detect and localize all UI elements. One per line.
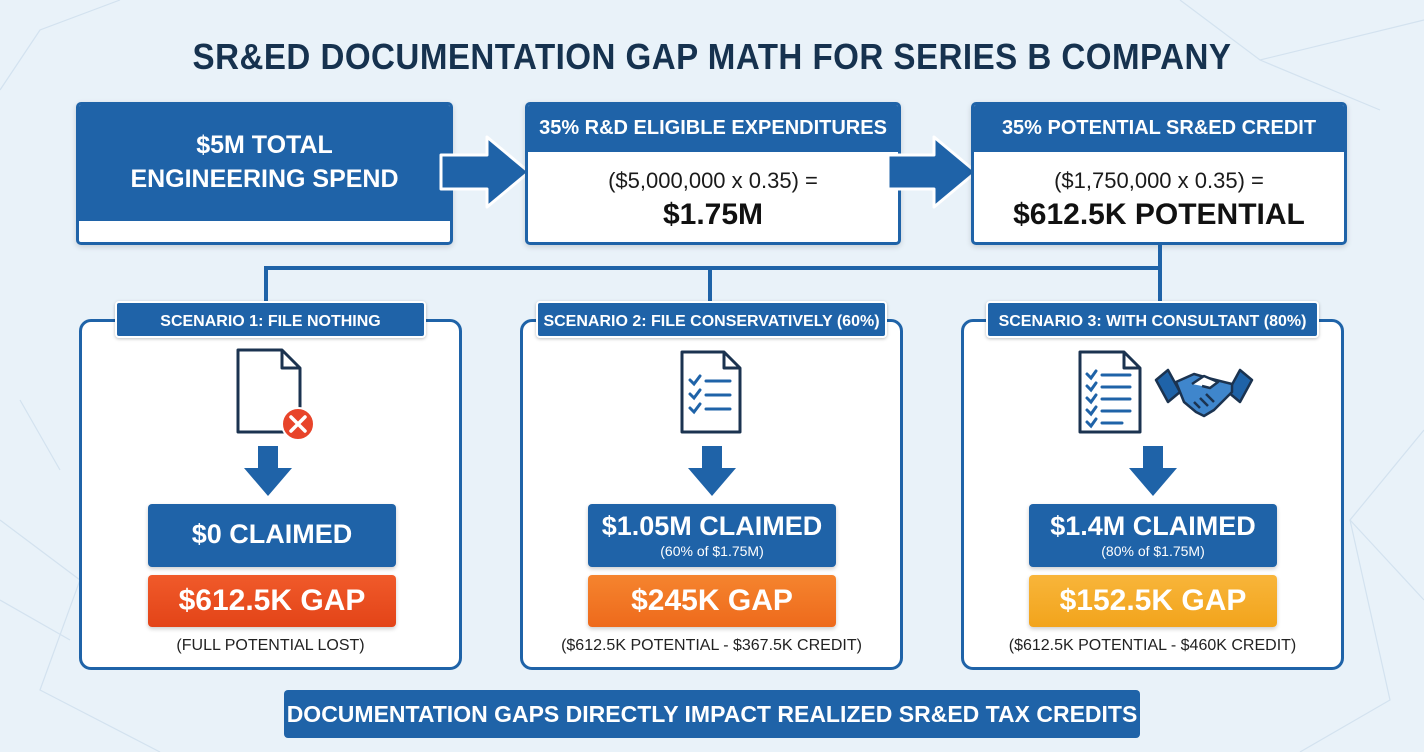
claimed-amount: $1.05M CLAIMED [601,511,823,541]
scenario-connector-lines [264,245,1162,302]
eligible-expenditures-formula: ($5,000,000 x 0.35) = [608,168,818,193]
checklist-document-icon [680,350,742,434]
eligible-expenditures-box: 35% R&D ELIGIBLE EXPENDITURES ($5,000,00… [525,102,901,245]
potential-credit-box: 35% POTENTIAL SR&ED CREDIT ($1,750,000 x… [971,102,1347,245]
potential-credit-header: 35% POTENTIAL SR&ED CREDIT [974,105,1344,152]
arrow-down-icon [688,446,736,496]
arrow-right-icon [439,135,531,209]
total-spend-line2: ENGINEERING SPEND [130,165,399,193]
scenario-2-tag: SCENARIO 2: FILE CONSERVATIVELY (60%) [536,301,887,338]
scenario-3-gap: $152.5K GAP [1029,575,1277,627]
scenario-1-tag: SCENARIO 1: FILE NOTHING [115,301,426,338]
page-title: SR&ED DOCUMENTATION GAP MATH FOR SERIES … [192,36,1232,77]
scenario-1-gap: $612.5K GAP [148,575,396,627]
footer-banner: DOCUMENTATION GAPS DIRECTLY IMPACT REALI… [284,690,1140,738]
claimed-amount: $0 CLAIMED [191,519,353,549]
scenario-2-note: ($612.5K POTENTIAL - $367.5K CREDIT) [561,637,862,654]
claimed-calculation: (80% of $1.75M) [1101,543,1205,559]
scenario-1-note: (FULL POTENTIAL LOST) [176,637,365,654]
potential-credit-result: $612.5K POTENTIAL [1013,198,1305,231]
checklist-document-icon [1078,350,1142,434]
potential-credit-formula: ($1,750,000 x 0.35) = [1054,168,1264,193]
arrow-down-icon [1129,446,1177,496]
claimed-amount: $1.4M CLAIMED [1050,511,1256,541]
scenario-2-gap: $245K GAP [588,575,836,627]
document-x-icon [236,348,315,441]
total-spend-box: $5M TOTAL ENGINEERING SPEND [76,102,453,245]
eligible-expenditures-header: 35% R&D ELIGIBLE EXPENDITURES [528,105,898,152]
claimed-calculation: (60% of $1.75M) [660,543,764,559]
handshake-icon [1154,368,1254,418]
arrow-right-icon [886,135,978,209]
scenario-1-claimed: $0 CLAIMED [148,504,396,567]
eligible-expenditures-result: $1.75M [662,198,764,231]
total-spend-line1: $5M TOTAL [196,131,333,159]
scenario-3-claimed: $1.4M CLAIMED (80% of $1.75M) [1029,504,1277,567]
total-spend-header: $5M TOTAL ENGINEERING SPEND [79,105,450,221]
scenario-3-note: ($612.5K POTENTIAL - $460K CREDIT) [1008,637,1297,654]
scenario-3-tag: SCENARIO 3: WITH CONSULTANT (80%) [986,301,1319,338]
scenario-2-claimed: $1.05M CLAIMED (60% of $1.75M) [588,504,836,567]
arrow-down-icon [244,446,292,496]
